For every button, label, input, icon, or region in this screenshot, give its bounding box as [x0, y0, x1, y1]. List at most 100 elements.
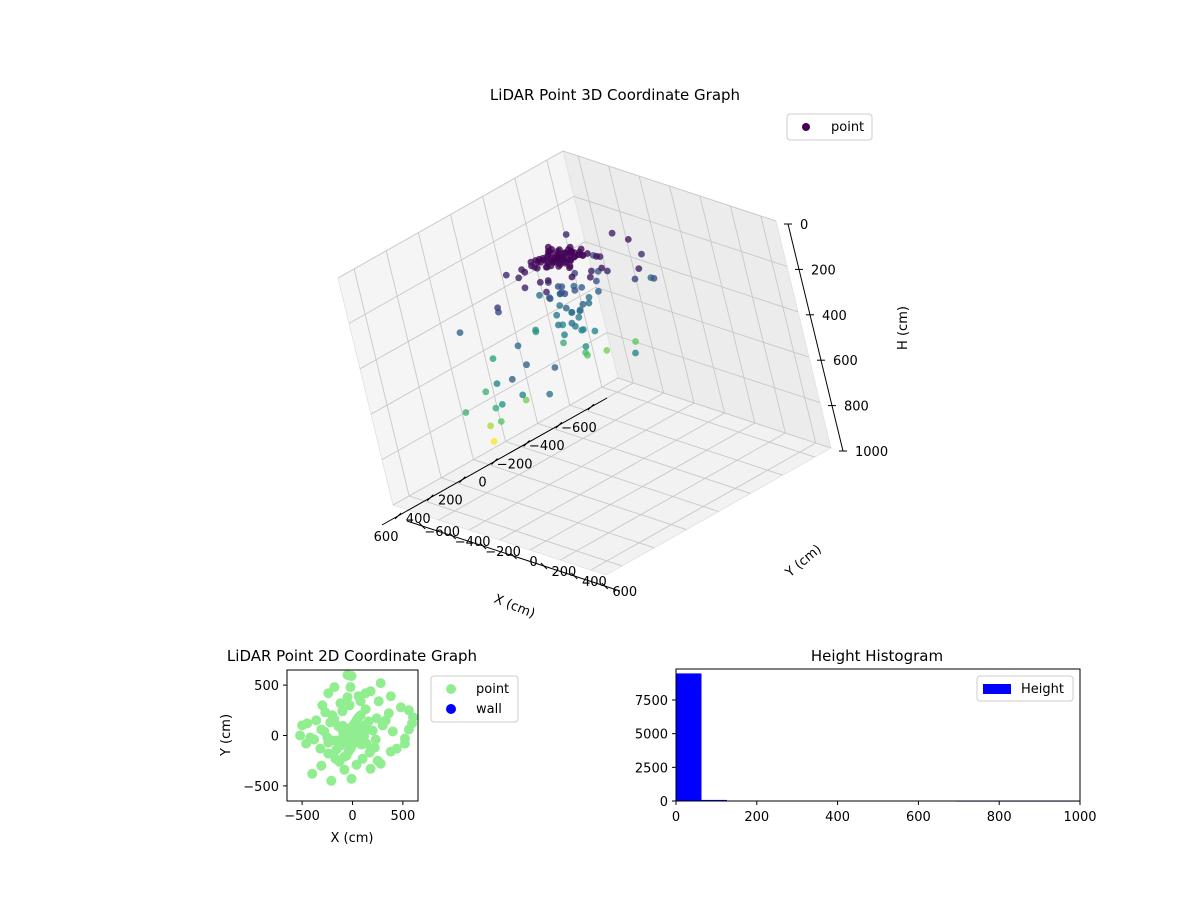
tick-label-hist-y: 7500: [635, 694, 668, 709]
point-3d: [568, 273, 576, 281]
tick-3d-x: [587, 403, 595, 411]
point-3d: [566, 264, 573, 272]
tick-3d-y: [418, 522, 426, 530]
point-3d: [515, 274, 523, 282]
point-2d-point: [346, 773, 357, 784]
point-2d-point: [329, 682, 340, 693]
point-3d: [638, 250, 645, 258]
chart-3d-legend: point: [786, 113, 873, 141]
tick-label-hist-x: 400: [825, 810, 850, 825]
point-2d-point: [315, 743, 326, 754]
point-2d-point: [295, 730, 306, 741]
point-2d-point: [365, 763, 376, 774]
chart-hist-legend: Height: [976, 675, 1074, 702]
point-3d: [593, 252, 600, 260]
chart-2d-xlabel: X (cm): [331, 831, 374, 846]
chart-3d-points: [456, 229, 658, 445]
chart-2d-title: LiDAR Point 2D Coordinate Graph: [227, 647, 477, 665]
point-2d-point: [375, 678, 386, 689]
point-3d: [578, 284, 586, 291]
point-3d: [514, 342, 522, 350]
point-2d-point: [307, 768, 318, 779]
chart-2d-legend-label-point: point: [476, 682, 509, 697]
tick-3d-y: [571, 572, 578, 580]
point-3d: [562, 304, 570, 312]
point-2d-point: [344, 740, 354, 751]
tick-3d-y: [449, 532, 456, 540]
point-2d-point: [344, 700, 355, 711]
tick-3d-y: [510, 552, 517, 560]
point-2d-point: [403, 705, 414, 716]
point-3d: [519, 391, 527, 399]
chart-2d-ylabel: Y (cm): [219, 714, 234, 757]
point-2d-point: [371, 713, 382, 724]
point-3d: [498, 401, 506, 408]
tick-label-hist-y: 0: [660, 795, 668, 810]
tick-label-hist-x: 1000: [1063, 810, 1096, 825]
chart-3d-zlabel: H (cm): [896, 306, 911, 350]
chart-3d-title: LiDAR Point 3D Coordinate Graph: [490, 86, 740, 104]
tick-label-3d-x: −200: [497, 457, 533, 472]
point-2d-point: [345, 682, 356, 693]
hist-bar: [701, 799, 727, 801]
tick-3d-x: [426, 494, 434, 502]
point-3d: [549, 257, 556, 264]
chart-3d-legend-box: [786, 113, 873, 141]
tick-3d-x: [555, 421, 563, 429]
point-2d-point: [356, 739, 367, 750]
point-2d-point: [323, 688, 334, 699]
point-3d: [598, 264, 606, 272]
tick-label-2d-y: −500: [243, 780, 279, 795]
tick-3d-y: [540, 562, 548, 570]
point-3d: [462, 409, 470, 416]
point-3d: [494, 304, 501, 312]
point-3d: [567, 256, 575, 264]
point-2d-point: [357, 753, 368, 764]
tick-label-3d-y: 200: [552, 565, 577, 580]
point-2d-point: [297, 720, 308, 731]
gridline-h-0: [337, 150, 777, 279]
tick-label-hist-x: 800: [987, 810, 1012, 825]
point-2d-point: [320, 707, 331, 718]
point-3d: [456, 329, 464, 336]
tick-label-3d-h: 200: [811, 263, 836, 278]
tick-label-2d-y: 500: [254, 679, 279, 694]
point-2d-point: [362, 724, 373, 735]
point-3d: [543, 288, 550, 296]
point-3d: [482, 388, 490, 396]
point-2d-point: [311, 715, 322, 726]
point-3d: [489, 355, 497, 362]
point-2d-point: [360, 704, 371, 715]
point-2d-point: [309, 734, 320, 745]
point-2d-point: [322, 732, 333, 743]
tick-label-3d-y: 0: [529, 555, 537, 570]
tick-3d-y: [479, 542, 487, 550]
point-3d: [585, 299, 593, 307]
point-3d: [534, 258, 542, 266]
point-2d-point: [380, 715, 391, 726]
point-2d-point: [339, 764, 350, 775]
point-3d: [536, 291, 543, 299]
chart-hist-title: Height Histogram: [811, 647, 943, 665]
point-2d-point: [387, 726, 398, 737]
point-3d: [560, 339, 567, 347]
point-3d: [568, 309, 576, 316]
point-3d: [586, 273, 594, 281]
point-3d: [532, 326, 539, 334]
point-3d: [562, 259, 569, 267]
tick-label-3d-y: −400: [455, 535, 491, 550]
tick-label-hist-y: 5000: [635, 728, 668, 743]
tick-label-3d-x: −400: [529, 439, 565, 454]
gridline-h-3: [370, 286, 810, 415]
tick-label-3d-x: 200: [438, 494, 463, 509]
point-2d-point: [385, 691, 396, 702]
point-3d: [582, 343, 590, 350]
point-2d-point: [370, 734, 381, 745]
point-2d-point: [335, 698, 346, 709]
point-2d-point: [316, 760, 327, 771]
tick-label-3d-x: 600: [374, 530, 399, 545]
point-3d: [635, 265, 643, 272]
point-3d: [546, 390, 554, 398]
point-2d-point: [323, 748, 334, 759]
